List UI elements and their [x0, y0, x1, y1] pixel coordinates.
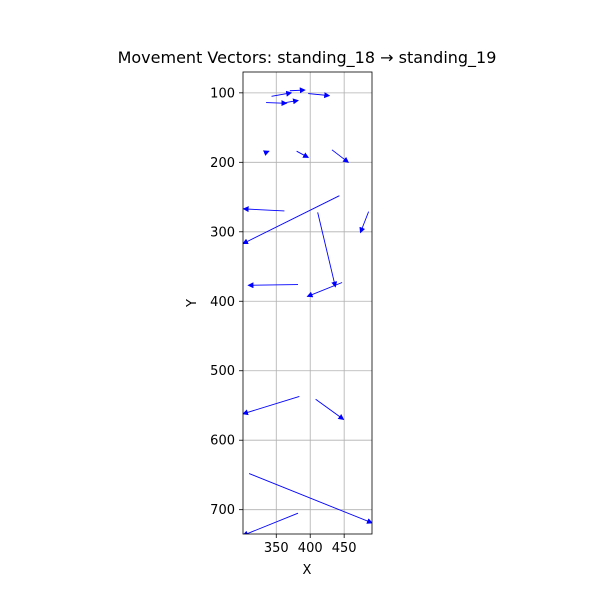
movement-vector	[243, 396, 300, 416]
movement-vector	[263, 150, 270, 156]
x-tick-label: 400	[298, 541, 323, 556]
plot-frame	[242, 71, 373, 535]
movement-vector	[243, 512, 299, 534]
movement-vector	[285, 98, 299, 105]
movement-vector	[315, 398, 345, 420]
y-tick-label: 600	[210, 434, 235, 449]
movement-vector	[359, 211, 370, 234]
movement-vector	[289, 87, 306, 94]
movement-vector	[308, 92, 331, 99]
x-axis-label: X	[303, 563, 312, 578]
movement-vector	[296, 150, 310, 158]
y-tick-label: 700	[210, 503, 235, 518]
movement-vector	[247, 282, 299, 289]
movement-vector	[271, 90, 293, 97]
movement-vector	[243, 195, 340, 245]
movement-vector	[266, 100, 288, 107]
movement-vector	[331, 149, 350, 163]
movement-vector	[306, 282, 343, 298]
vectors	[243, 87, 372, 534]
y-tick-label: 100	[210, 86, 235, 101]
y-tick-label: 500	[210, 364, 235, 379]
chart-title: Movement Vectors: standing_18 → standing…	[118, 48, 497, 68]
ticks: 350 400 450 100 200 300 400 500 600 700	[210, 86, 356, 556]
y-tick-label: 300	[210, 225, 235, 240]
movement-vector	[248, 473, 372, 524]
y-axis-label: Y	[185, 299, 200, 308]
x-tick-label: 350	[264, 541, 289, 556]
y-tick-label: 200	[210, 156, 235, 171]
x-tick-label: 450	[332, 541, 357, 556]
movement-vector	[243, 206, 285, 213]
y-tick-label: 400	[210, 295, 235, 310]
movement-vector	[317, 212, 338, 288]
grid	[243, 72, 372, 534]
